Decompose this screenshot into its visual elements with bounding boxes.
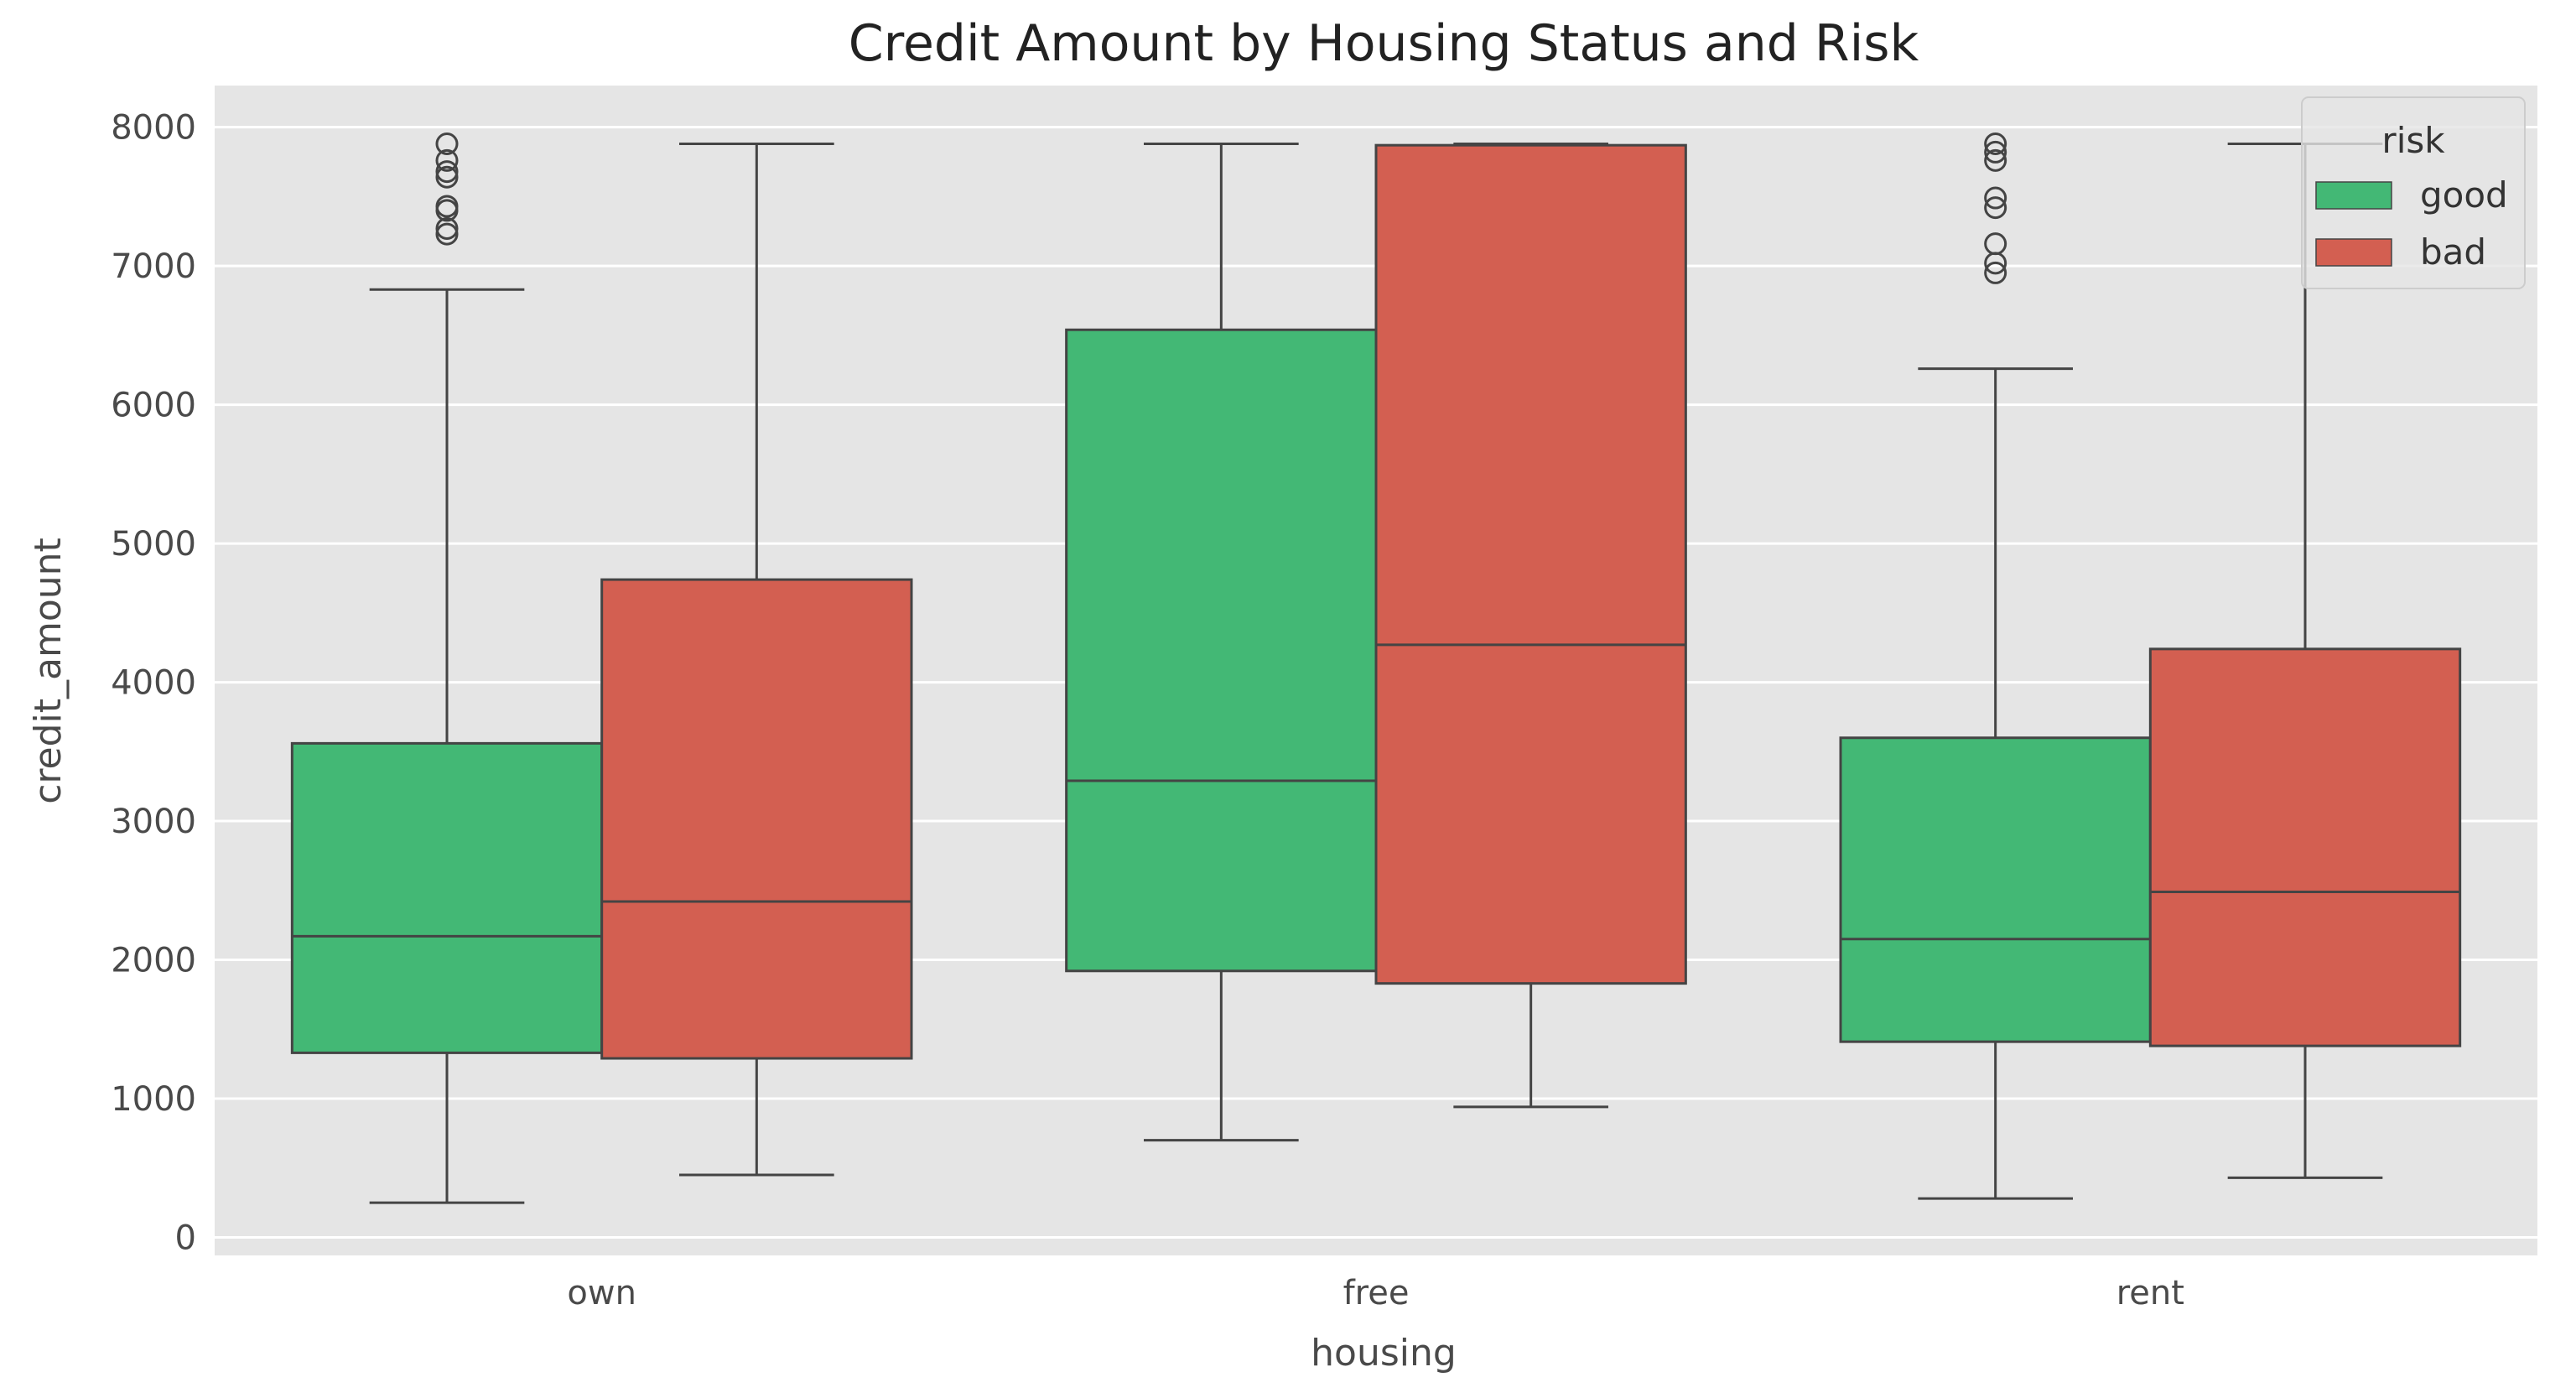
y-tick-label-4000: 4000 [111,664,196,703]
y-tick-label-8000: 8000 [111,109,196,148]
y-axis-ticks: 0 1000 2000 3000 4000 5000 6000 7000 8000 [111,109,196,1258]
outlier-own-good-3 [435,195,459,218]
outlier-rent-good-5 [1984,148,2007,172]
box-rent-bad [2148,143,2462,1179]
box-free-bad [1374,143,1687,1109]
legend-label-bad: bad [2420,231,2486,273]
y-tick-label-6000: 6000 [111,387,196,425]
legend-label-good: good [2420,174,2508,216]
y-tick-label-7000: 7000 [111,247,196,286]
y-tick-label-5000: 5000 [111,525,196,564]
legend-swatch-bad [2315,238,2392,267]
outlier-own-good-5 [435,160,459,184]
legend-swatch-good [2315,181,2392,210]
outlier-rent-good-2 [1984,232,2007,256]
iqr-box-own-bad [600,578,913,1060]
y-tick-label-3000: 3000 [111,803,196,841]
outlier-own-good-6 [435,148,459,172]
chart-title: Credit Amount by Housing Status and Risk [849,14,1919,73]
x-tick-label-own: own [567,1274,636,1312]
outlier-own-good-0 [435,222,459,246]
outlier-own-good-7 [435,133,459,156]
x-axis-ticks: own free rent [567,1274,2184,1312]
outlier-rent-good-4 [1984,186,2007,210]
outlier-rent-good-0 [1984,261,2007,284]
y-tick-label-0: 0 [175,1219,196,1257]
iqr-box-free-bad [1374,143,1687,985]
box-own-good [290,133,604,1204]
outlier-rent-good-7 [1984,133,2007,156]
outlier-own-good-1 [435,216,459,240]
x-axis-label: housing [1311,1332,1457,1375]
y-tick-label-1000: 1000 [111,1080,196,1119]
iqr-box-own-good [290,741,604,1054]
y-tick-label-2000: 2000 [111,942,196,980]
outlier-rent-good-3 [1984,196,2007,220]
boxes [290,133,2462,1204]
outlier-rent-good-6 [1984,140,2007,164]
iqr-box-rent-good [1839,736,2152,1043]
iqr-box-free-good [1065,328,1378,973]
box-rent-good [1839,133,2152,1200]
outlier-own-good-4 [435,165,459,189]
x-tick-label-free: free [1343,1274,1410,1312]
box-own-bad [600,143,913,1177]
legend: risk good bad [2301,96,2526,289]
box-free-good [1065,143,1378,1142]
x-tick-label-rent: rent [2116,1274,2184,1312]
iqr-box-rent-bad [2148,647,2462,1047]
legend-title: risk [2381,120,2445,161]
y-axis-label: credit_amount [27,538,70,804]
